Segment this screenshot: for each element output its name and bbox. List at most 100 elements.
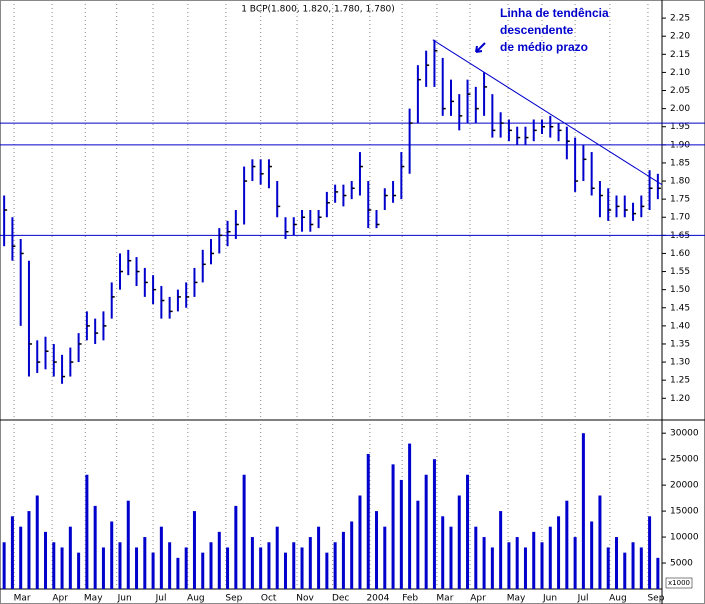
volume-bar	[110, 521, 114, 589]
volume-bar	[523, 547, 527, 589]
volume-bar	[44, 531, 48, 589]
volume-bar	[52, 542, 56, 589]
volume-bar	[226, 547, 230, 589]
x-tick-label: Apr	[52, 594, 68, 604]
volume-bar	[557, 516, 561, 589]
volume-bar	[176, 557, 180, 589]
x-tick-label: May	[507, 594, 526, 604]
volume-bar	[85, 474, 89, 589]
volume-bar	[515, 537, 519, 589]
annotation: descendente	[500, 23, 574, 37]
volume-bar	[242, 474, 246, 589]
volume-bar	[598, 495, 602, 589]
y-tick-label: 1.20	[670, 394, 690, 404]
volume-bar	[151, 552, 155, 589]
volume-bar	[375, 511, 379, 589]
y-tick-label: 2.25	[670, 14, 690, 24]
y2-tick-label: 5000	[670, 559, 693, 569]
y-tick-label: 1.45	[670, 303, 690, 313]
volume-bar	[234, 505, 238, 589]
volume-bar	[68, 526, 72, 589]
volume-bar	[548, 526, 552, 589]
volume-bar	[449, 526, 453, 589]
x-tick-label: May	[84, 594, 103, 604]
volume-bar	[606, 547, 610, 589]
y2-tick-label: 15000	[670, 507, 699, 517]
x-tick-label: Mar	[14, 594, 31, 604]
x-tick-label: Nov	[296, 594, 314, 604]
volume-bar	[573, 537, 577, 589]
x-tick-label: Jun	[117, 594, 132, 604]
volume-bar	[466, 474, 470, 589]
volume-bar	[168, 542, 172, 589]
unit-box	[665, 577, 693, 589]
volume-bar	[424, 474, 428, 589]
y-tick-label: 2.05	[670, 86, 690, 96]
volume-bar	[27, 511, 31, 589]
volume-bar	[532, 531, 536, 589]
trend-line	[432, 39, 663, 186]
x-tick-label: Oct	[261, 594, 277, 604]
volume-bar	[10, 516, 14, 589]
volume-bar	[648, 516, 652, 589]
volume-bar	[35, 495, 39, 589]
volume-bar	[308, 537, 312, 589]
volume-bar	[250, 537, 254, 589]
volume-bar	[292, 542, 296, 589]
x-tick-label: Aug	[187, 594, 205, 604]
y-tick-label: 1.95	[670, 122, 690, 132]
volume-bar	[358, 495, 362, 589]
volume-bar	[457, 495, 461, 589]
x-tick-label: Aug	[609, 594, 627, 604]
volume-bar	[333, 542, 337, 589]
volume-bar	[341, 531, 345, 589]
volume-bar	[565, 500, 569, 589]
x-tick-label: Jul	[155, 594, 167, 604]
volume-bar	[639, 547, 643, 589]
volume-bar	[482, 537, 486, 589]
y2-tick-label: 25000	[670, 455, 699, 465]
volume-bar	[490, 547, 494, 589]
volume-bar	[366, 453, 370, 589]
volume-unit: x1000	[668, 579, 690, 587]
x-tick-label: Sep	[225, 594, 242, 604]
annotation: Linha de tendência	[500, 6, 609, 20]
x-tick-label: Feb	[402, 594, 418, 604]
x-tick-label: 2004	[366, 594, 389, 604]
volume-bar	[217, 531, 221, 589]
y-tick-label: 1.50	[670, 285, 690, 295]
volume-bar	[350, 521, 354, 589]
volume-bar	[432, 459, 436, 589]
volume-bar	[474, 526, 478, 589]
volume-bar	[540, 542, 544, 589]
y-tick-label: 1.70	[670, 213, 690, 223]
volume-bar	[283, 552, 287, 589]
y-tick-label: 1.30	[670, 358, 690, 368]
volume-bar	[143, 537, 147, 589]
volume-bar	[201, 552, 205, 589]
volume-bar	[391, 464, 395, 589]
y-tick-label: 1.80	[670, 177, 690, 187]
y2-tick-label: 10000	[670, 533, 699, 543]
volume-bar	[631, 542, 635, 589]
volume-bar	[101, 547, 105, 589]
y-tick-label: 1.25	[670, 376, 690, 386]
volume-bar	[192, 511, 196, 589]
y-tick-label: 1.60	[670, 249, 690, 259]
volume-bar	[325, 552, 329, 589]
y-tick-label: 1.35	[670, 339, 690, 349]
y-tick-label: 2.15	[670, 50, 690, 60]
volume-bar	[623, 552, 627, 589]
x-tick-label: Dec	[332, 594, 349, 604]
volume-bar	[19, 526, 23, 589]
volume-bar	[383, 526, 387, 589]
volume-bar	[581, 433, 585, 589]
volume-bar	[317, 526, 321, 589]
y-tick-label: 2.10	[670, 68, 690, 78]
x-tick-label: Jun	[542, 594, 557, 604]
annotation: de médio prazo	[500, 40, 588, 54]
y-tick-label: 1.40	[670, 321, 690, 331]
volume-bar	[2, 542, 6, 589]
